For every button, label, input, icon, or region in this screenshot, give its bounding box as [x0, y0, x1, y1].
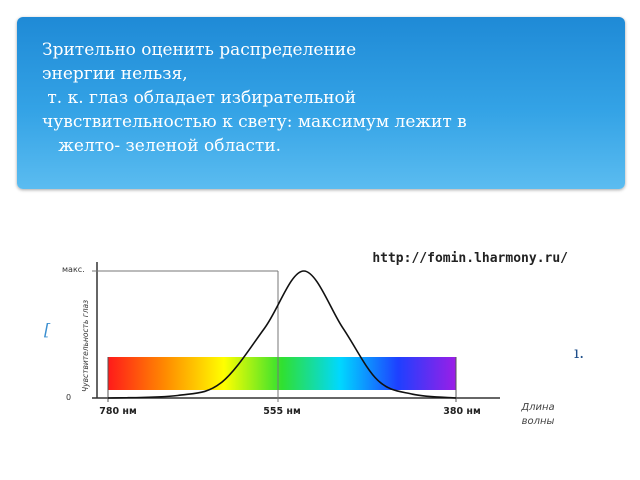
x-tick-label-555: 555 нм: [263, 406, 300, 417]
x-tick-label-780: 780 нм: [99, 406, 136, 417]
x-axis-label-line2: волны: [522, 416, 555, 427]
stray-mark-left: [: [44, 320, 51, 339]
banner-line: энергии нельзя,: [42, 64, 188, 84]
x-axis-label-line1: Длина: [520, 402, 554, 413]
y-axis-label: Чувствительность глаз: [81, 300, 90, 392]
banner-line: желто- зеленой области.: [42, 136, 282, 156]
banner-line: чувствительностью к свету: максимум лежи…: [42, 112, 467, 132]
sensitivity-curve: [107, 270, 457, 399]
y-zero-label: 0: [66, 393, 71, 402]
title-banner: [17, 17, 625, 189]
stray-mark-right: ı.: [574, 343, 585, 362]
source-url: http://fomin.lharmony.ru/: [372, 251, 568, 266]
x-tick-label-380: 380 нм: [443, 406, 480, 417]
banner-text: Зрительно оценить распределение энергии …: [42, 38, 622, 158]
spectrum-band: [108, 357, 456, 390]
y-max-label: макс.: [62, 265, 85, 274]
banner-line: Зрительно оценить распределение: [42, 40, 357, 60]
banner-line: т. к. глаз обладает избирательной: [42, 88, 357, 108]
